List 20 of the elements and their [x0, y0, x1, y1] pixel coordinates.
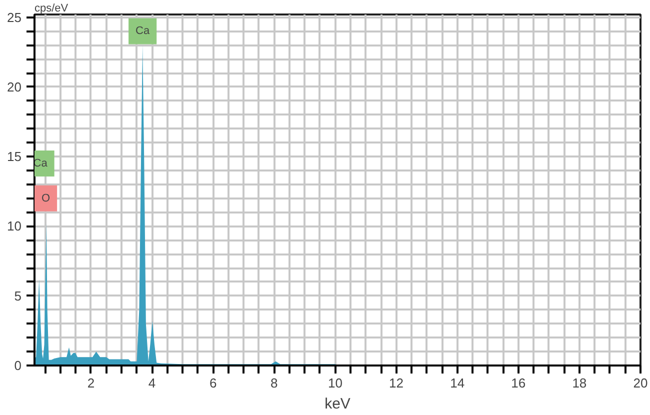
x-tick-label: 6 [209, 376, 217, 390]
x-tick-label: 8 [270, 376, 278, 390]
x-tick-label: 10 [328, 376, 342, 390]
annotation: Ca [136, 25, 150, 38]
x-tick-label: 20 [633, 376, 648, 390]
y-tick-label: 0 [14, 358, 22, 373]
x-tick-label: 14 [450, 376, 465, 390]
x-tick-label: 2 [87, 376, 95, 390]
x-tick-label: 18 [572, 376, 587, 390]
y-tick-label: 20 [7, 79, 22, 94]
x-tick-label: 12 [389, 376, 404, 390]
x-axis-title: keV [324, 396, 350, 412]
y-tick-label: 15 [7, 149, 22, 164]
annotation: O [42, 192, 51, 204]
y-tick-label: 5 [14, 288, 22, 304]
x-tick-label: 16 [511, 376, 526, 390]
y-axis-title: cps/eV [34, 2, 69, 14]
y-tick-label: 10 [7, 218, 22, 234]
y-tick-label: 25 [7, 10, 22, 25]
x-tick-label: 4 [148, 376, 156, 390]
